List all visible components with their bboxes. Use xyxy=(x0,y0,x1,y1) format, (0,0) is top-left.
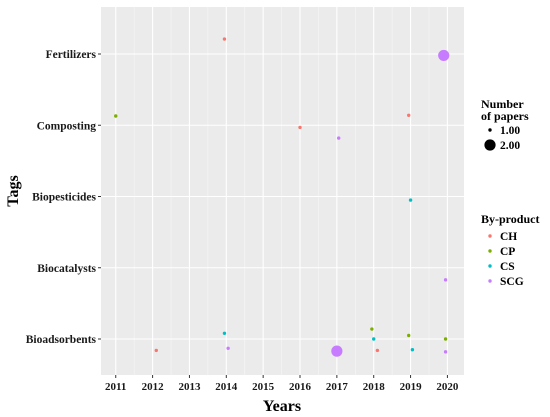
data-point-cp xyxy=(114,114,118,118)
data-point-cp xyxy=(370,327,374,331)
minor-gridlines xyxy=(133,7,430,375)
data-point-scg xyxy=(443,350,448,354)
size-legend-title: of papers xyxy=(481,109,529,123)
data-point-ch xyxy=(222,37,227,41)
x-axis-title: Years xyxy=(263,398,301,415)
color-legend-key-cp xyxy=(488,249,492,253)
plot-panel xyxy=(101,7,464,375)
y-tick-label: Bioadsorbents xyxy=(26,334,97,346)
major-gridlines xyxy=(101,7,464,375)
data-point-ch xyxy=(407,113,411,117)
color-legend-label: CP xyxy=(500,246,515,258)
y-tick-label: Biocatalysts xyxy=(37,263,96,275)
data-point-scg xyxy=(443,278,448,282)
data-point-scg xyxy=(331,345,343,357)
data-point-ch xyxy=(298,125,302,130)
x-tick-label: 2016 xyxy=(289,381,312,393)
data-point-cs xyxy=(372,337,376,341)
data-point-ch xyxy=(375,348,380,353)
y-tick-label: Composting xyxy=(37,120,97,132)
x-tick-label: 2015 xyxy=(252,381,275,393)
color-legend-key-cs xyxy=(488,264,492,268)
data-point-cs xyxy=(408,198,413,202)
data-point-scg xyxy=(438,49,450,62)
x-tick-label: 2018 xyxy=(363,381,386,393)
x-tick-label: 2017 xyxy=(326,381,349,393)
x-tick-label: 2019 xyxy=(400,381,423,393)
data-point-cp xyxy=(407,333,411,338)
color-legend-label: SCG xyxy=(500,276,524,288)
size-legend-label: 2.00 xyxy=(500,140,520,152)
data-points xyxy=(114,37,450,357)
x-tick-label: 2012 xyxy=(142,381,165,393)
x-tick-label: 2014 xyxy=(215,381,238,393)
x-tick-label: 2020 xyxy=(436,381,459,393)
size-legend-title: Number xyxy=(481,97,524,111)
size-legend-key xyxy=(488,128,492,132)
data-point-cs xyxy=(410,347,415,352)
data-point-scg xyxy=(337,136,341,140)
color-legend-title: By-product xyxy=(481,212,539,226)
y-axis: Bioadsorbents Biocatalysts Biopesticides Co… xyxy=(26,49,101,346)
size-legend-label: 1.00 xyxy=(500,125,520,137)
x-tick-label: 2013 xyxy=(178,381,201,393)
color-legend: By-product CH CP CS SCG xyxy=(481,212,539,288)
y-tick-label: Biopesticides xyxy=(32,192,96,204)
color-legend-key-scg xyxy=(488,279,492,283)
color-legend-label: CS xyxy=(500,261,515,273)
data-point-scg xyxy=(226,346,230,350)
data-point-cs xyxy=(222,331,227,335)
x-tick-label: 2011 xyxy=(105,381,126,393)
y-axis-title: Tags xyxy=(5,175,22,206)
color-legend-label: CH xyxy=(500,231,517,243)
data-point-ch xyxy=(154,348,158,353)
size-legend-key xyxy=(484,139,496,151)
y-tick-label: Fertilizers xyxy=(46,49,97,61)
x-axis: 2011 2012 2013 2014 2015 2016 2017 2018 2019 2020 xyxy=(105,375,459,393)
data-point-cp xyxy=(443,337,448,341)
color-legend-key-ch xyxy=(488,234,492,238)
